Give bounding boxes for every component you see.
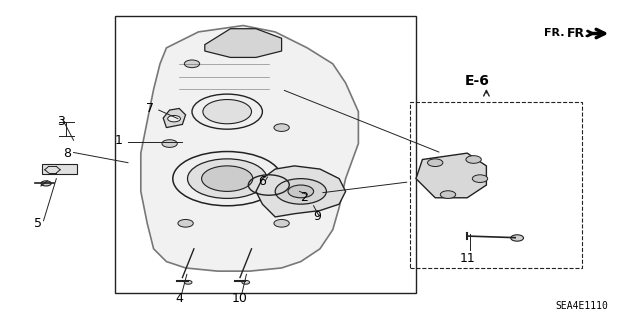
Polygon shape [163,108,186,128]
Text: 10: 10 [232,292,248,305]
Circle shape [184,60,200,68]
Circle shape [184,280,192,284]
Text: 9: 9 [313,211,321,223]
Circle shape [428,159,443,167]
Bar [410,102,582,268]
Circle shape [41,181,51,186]
Text: 7: 7 [147,102,154,115]
Text: SEA4E1110: SEA4E1110 [555,301,608,311]
Circle shape [178,219,193,227]
Text: 6: 6 [259,175,266,188]
Text: 4: 4 [175,292,183,305]
Bar [115,16,416,293]
Circle shape [288,185,314,198]
Circle shape [511,235,524,241]
Circle shape [274,124,289,131]
Circle shape [192,94,262,129]
Text: 1: 1 [115,134,122,147]
Text: 3: 3 [57,115,65,128]
Circle shape [242,280,250,284]
Circle shape [203,100,252,124]
Polygon shape [416,153,486,198]
Bar [42,164,77,174]
Text: 11: 11 [460,252,475,265]
Polygon shape [141,26,358,271]
Circle shape [188,159,267,198]
Polygon shape [256,166,346,217]
Text: 5: 5 [35,217,42,230]
Circle shape [168,115,180,122]
Text: FR.: FR. [566,27,595,40]
Circle shape [440,191,456,198]
Circle shape [173,152,282,206]
Text: E-6: E-6 [465,74,489,88]
Circle shape [162,140,177,147]
Circle shape [275,179,326,204]
Text: FR.: FR. [544,28,564,39]
Text: 8: 8 [63,147,71,160]
Text: 2: 2 [300,191,308,204]
Circle shape [466,156,481,163]
Circle shape [274,219,289,227]
Circle shape [202,166,253,191]
Circle shape [472,175,488,182]
Polygon shape [205,29,282,57]
